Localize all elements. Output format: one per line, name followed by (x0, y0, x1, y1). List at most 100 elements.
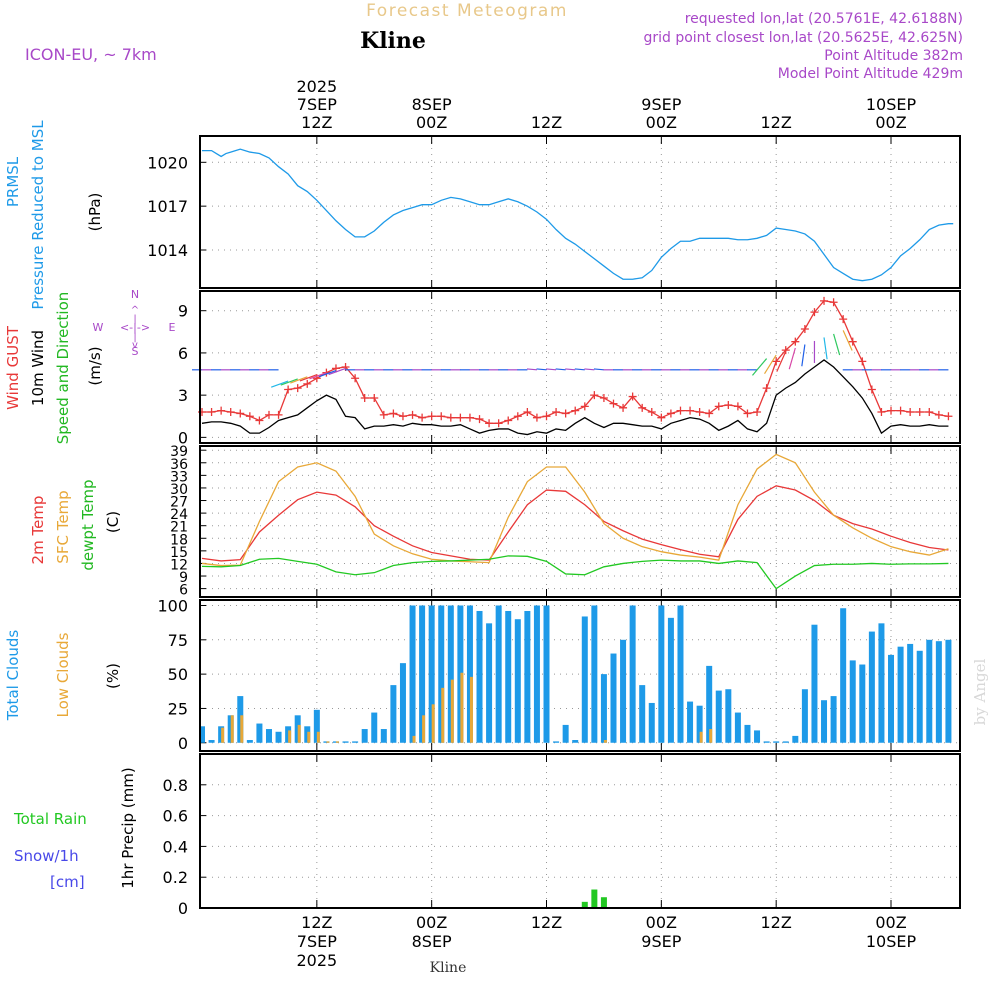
bottom-time-label: 9SEP (641, 932, 681, 951)
gust-marker (485, 419, 494, 428)
pressure-label-prmsl: PRMSL (4, 156, 22, 207)
2m-temp-line (201, 485, 949, 562)
total-clouds-bar (667, 617, 674, 743)
gust-marker (274, 410, 283, 419)
low-clouds-bar (240, 715, 244, 743)
wind-direction-arrow (574, 368, 585, 371)
gust-marker (666, 409, 675, 418)
low-clouds-bar (441, 687, 445, 743)
precip-snow-label: Snow/1h (14, 847, 79, 865)
total-clouds-bar (313, 709, 320, 743)
total-clouds-bar (486, 623, 493, 743)
top-time-label: 12Z (761, 113, 792, 132)
y-tick-label: 100 (157, 596, 188, 615)
y-tick-label: 0.8 (163, 776, 188, 795)
wind-direction-arrow (764, 354, 777, 375)
wind-direction-arrow (842, 330, 853, 351)
total-rain-bar (600, 897, 607, 908)
wind-gust-label: Wind GUST (4, 325, 22, 410)
gust-marker (523, 408, 532, 417)
gust-marker (465, 413, 474, 422)
total-rain-bar (591, 889, 598, 908)
y-tick-label: 0 (178, 428, 188, 447)
10m-wind-line (201, 359, 949, 436)
total-clouds-bar (677, 605, 684, 743)
wind-direction-arrow (788, 347, 796, 370)
gust-marker (915, 408, 924, 417)
wind-direction-arrow (290, 376, 308, 384)
bottom-time-label: 00Z (646, 913, 677, 932)
total-clouds-bar (390, 685, 397, 743)
total-clouds-bar (476, 610, 483, 743)
total-clouds-bar (533, 605, 540, 743)
temp-2m-label: 2m Temp (29, 496, 47, 565)
total-clouds-bar (265, 729, 272, 743)
bottom-time-label: 00Z (416, 913, 447, 932)
gust-marker (590, 391, 599, 400)
wind-direction-arrow (833, 333, 841, 356)
gust-marker (207, 408, 216, 417)
gust-marker (647, 408, 656, 417)
gust-marker (542, 412, 551, 421)
y-tick-label: 0 (178, 899, 188, 918)
gust-marker (255, 416, 264, 425)
clouds-panel-frame (199, 599, 961, 752)
temp-dew-label: dewpt Temp (79, 479, 97, 570)
y-tick-label: 75 (168, 631, 188, 650)
compass-e: E (169, 321, 176, 334)
prmsl-line (202, 148, 954, 282)
y-tick-label: 30 (170, 482, 188, 498)
total-clouds-bar (256, 723, 263, 743)
wind-direction-arrow (271, 380, 289, 388)
gust-marker (494, 419, 503, 428)
gust-marker (599, 393, 608, 402)
gust-marker (437, 412, 446, 421)
dewpt-temp-line (201, 555, 949, 590)
wind-direction-arrow (565, 368, 576, 371)
top-time-label: 00Z (646, 113, 677, 132)
y-tick-label: 18 (170, 532, 188, 548)
point-altitude: Point Altitude 382m (824, 48, 963, 64)
wind-direction-arrow (299, 374, 318, 382)
location-title: Kline (360, 28, 426, 54)
total-clouds-bar (352, 741, 359, 743)
bottom-time-label: 12Z (301, 913, 332, 932)
total-clouds-bar (916, 650, 923, 743)
gust-marker (714, 402, 723, 411)
wind-direction-arrow (823, 337, 828, 360)
gust-marker (839, 315, 848, 324)
total-clouds-bar (553, 741, 560, 743)
total-clouds-bar (639, 685, 646, 743)
clouds-low-label: Low Clouds (54, 632, 72, 717)
wind-direction-arrow (776, 351, 787, 372)
low-clouds-bar (450, 679, 454, 743)
total-clouds-bar (361, 729, 368, 743)
pressure-label-full: Pressure Reduced to MSL (29, 120, 47, 310)
wind-gust-line (202, 300, 949, 424)
y-tick-label: 0.2 (163, 868, 188, 887)
y-tick-label: 39 (170, 444, 188, 460)
compass-ew: <-|-> (120, 321, 150, 334)
top-time-label: 00Z (416, 113, 447, 132)
gust-marker (686, 406, 695, 415)
gust-marker (733, 402, 742, 411)
total-clouds-bar (562, 724, 569, 743)
y-tick-label: 0 (178, 734, 188, 753)
total-clouds-bar (830, 696, 837, 743)
y-tick-label: 24 (170, 507, 188, 523)
y-tick-label: 33 (170, 469, 188, 485)
gust-marker (561, 409, 570, 418)
wind-direction-arrow (801, 344, 806, 367)
wind-direction-arrow (318, 369, 337, 378)
top-time-label: 7SEP (297, 95, 337, 114)
low-clouds-bar (469, 676, 473, 743)
gust-marker (303, 379, 312, 388)
bottom-time-label: 10SEP (866, 932, 917, 951)
gust-marker (772, 357, 781, 366)
clouds-unit: (%) (104, 663, 122, 689)
gust-marker (408, 410, 417, 419)
wind-direction-arrow (752, 358, 768, 376)
total-clouds-bar (859, 664, 866, 743)
wind-direction-arrow (555, 368, 566, 371)
